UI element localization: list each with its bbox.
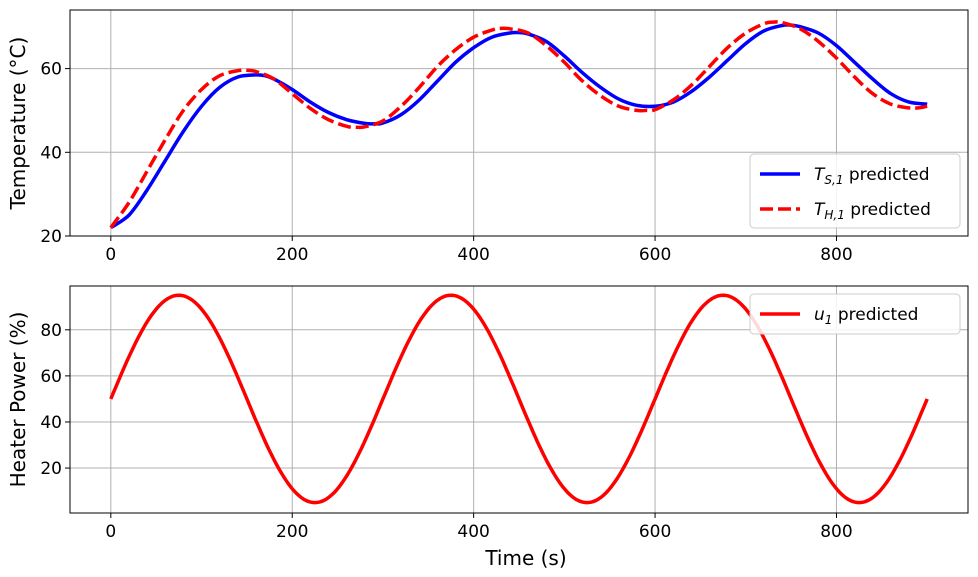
x-tick-label: 800: [820, 245, 852, 265]
x-tick-label: 600: [639, 522, 671, 542]
legend-entry-label: TS,1 predicted: [814, 165, 930, 187]
legend-box: [749, 153, 961, 229]
panel-top: 0 200 400 600 800 20 40 60 Temperature (°C) TS,1 …: [6, 9, 969, 265]
y-tick-label: 80: [40, 321, 62, 341]
y-tick-label: 20: [40, 227, 62, 247]
legend: u1 predicted: [749, 293, 961, 335]
y-tick-label: 40: [40, 143, 62, 163]
legend-entry-label: TH,1 predicted: [814, 200, 931, 222]
series-line-u-1: [109, 293, 929, 505]
panel-bottom: 0 200 400 600 800 20 40 60 80 Heater Power (%) Tim…: [6, 285, 969, 570]
x-tick-label: 400: [457, 522, 489, 542]
y-axis-title: Heater Power (%): [6, 312, 30, 488]
x-tick-label: 400: [457, 245, 489, 265]
series-line-T-H1: [109, 20, 928, 229]
x-tick-label: 200: [276, 245, 308, 265]
y-tick-label: 60: [40, 367, 62, 387]
legend: TS,1 predicted TH,1 predicted: [749, 153, 961, 229]
x-tick-label: 600: [639, 245, 671, 265]
y-tick-label: 40: [40, 413, 62, 433]
y-tick-label: 20: [40, 459, 62, 479]
plot-frame: [69, 285, 969, 514]
y-tick-label: 60: [40, 60, 62, 80]
x-tick-label: 800: [820, 522, 852, 542]
x-tick-label: 0: [105, 245, 116, 265]
x-axis-title: Time (s): [484, 546, 566, 570]
y-axis-title: Temperature (°C): [6, 37, 30, 211]
legend-entry-label: u1 predicted: [814, 305, 918, 327]
x-tick-label: 0: [105, 522, 116, 542]
x-tick-label: 200: [276, 522, 308, 542]
plot-frame: [69, 9, 969, 237]
legend-box: [749, 293, 961, 335]
